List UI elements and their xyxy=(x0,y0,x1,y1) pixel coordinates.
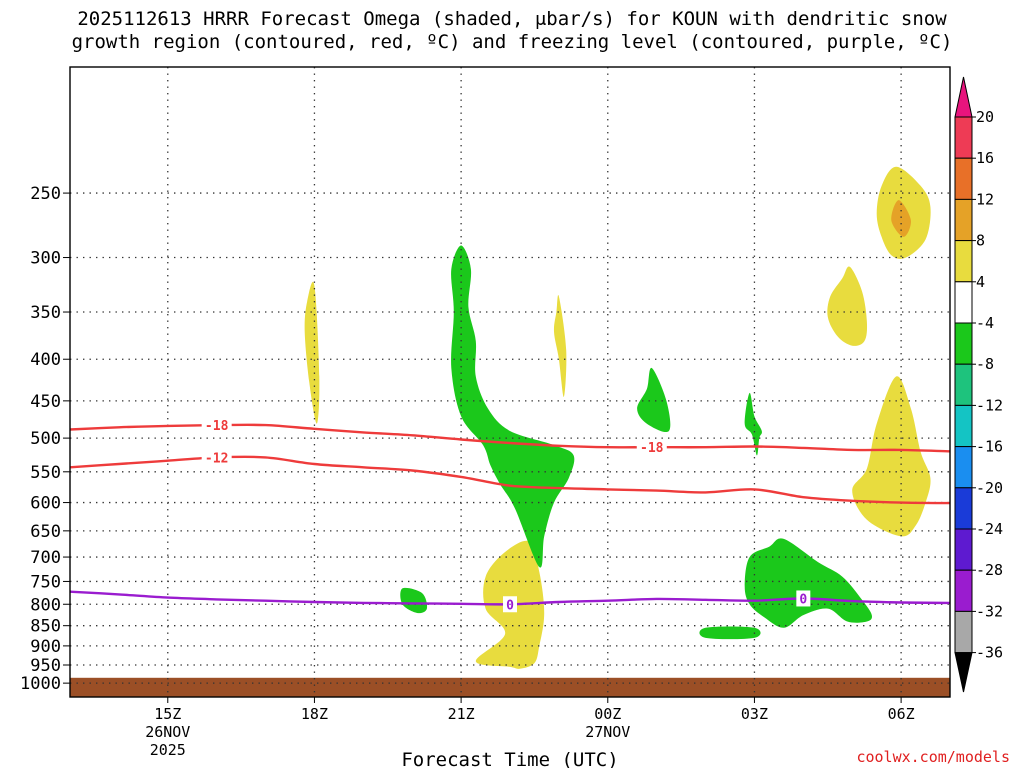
colorbar-label-5: -4 xyxy=(976,314,994,332)
omega-region-0 xyxy=(304,281,320,424)
contour-label-bg xyxy=(636,439,667,456)
colorbar-label-11: -28 xyxy=(976,561,1003,579)
x-tick-label-21Z: 21Z xyxy=(448,705,475,723)
colorbar-segment-5 xyxy=(954,322,973,365)
colorbar-segment-4 xyxy=(954,281,973,324)
y-tick-label-500: 500 xyxy=(30,429,61,449)
colorbar-label-0: 20 xyxy=(976,108,994,126)
x-axis-label: Forecast Time (UTC) xyxy=(401,749,618,768)
x-tick-label-00Z: 00Z xyxy=(594,705,621,723)
colorbar-segment-9 xyxy=(954,487,973,530)
omega-region-11 xyxy=(744,538,872,628)
omega-region-9 xyxy=(744,392,762,456)
credit-text: coolwx.com/models xyxy=(856,748,1010,766)
y-tick-label-950: 950 xyxy=(30,656,61,676)
colorbar-segment-8 xyxy=(954,446,973,489)
y-tick-label-900: 900 xyxy=(30,637,61,657)
colorbar-segment-10 xyxy=(954,528,973,571)
colorbar-label-8: -16 xyxy=(976,438,1003,456)
colorbar-label-1: 16 xyxy=(976,149,994,167)
y-tick-label-650: 650 xyxy=(30,522,61,542)
x-tick-label-15Z: 15Z xyxy=(154,705,181,723)
x-date-label: 27NOV xyxy=(585,723,630,741)
colorbar-label-3: 8 xyxy=(976,232,985,250)
x-date-label: 26NOV xyxy=(145,723,190,741)
x-year-label: 2025 xyxy=(150,741,186,759)
plot-frame xyxy=(69,66,951,698)
colorbar-label-6: -8 xyxy=(976,355,994,373)
contour-label-0-1: -18 xyxy=(640,441,664,456)
colorbar-label-12: -32 xyxy=(976,602,1003,620)
y-tick-label-400: 400 xyxy=(30,350,61,370)
colorbar-label-4: 4 xyxy=(976,273,985,291)
y-tick-label-750: 750 xyxy=(30,572,61,592)
colorbar-segment-11 xyxy=(954,569,973,612)
colorbar-label-7: -12 xyxy=(976,396,1003,414)
omega-region-2 xyxy=(553,295,567,397)
omega-region-5 xyxy=(827,266,868,346)
colorbar-segment-0 xyxy=(954,116,973,159)
omega-region-7 xyxy=(451,245,575,568)
omega-region-6 xyxy=(891,200,911,237)
y-tick-label-600: 600 xyxy=(30,494,61,514)
y-tick-label-1000: 1000 xyxy=(20,674,61,694)
colorbar-label-13: -36 xyxy=(976,644,1003,662)
chart-title-line-2: growth region (contoured, red, ºC) and f… xyxy=(71,31,953,53)
y-tick-label-550: 550 xyxy=(30,463,61,483)
x-tick-label-03Z: 03Z xyxy=(741,705,768,723)
y-tick-label-300: 300 xyxy=(30,249,61,269)
omega-region-10 xyxy=(400,587,428,614)
omega-region-8 xyxy=(637,367,671,433)
colorbar-label-10: -24 xyxy=(976,520,1003,538)
ground-fill xyxy=(70,677,950,697)
contour-label-1-0: -12 xyxy=(205,451,228,466)
colorbar-segment-1 xyxy=(954,157,973,200)
y-tick-label-700: 700 xyxy=(30,548,61,568)
colorbar-segment-3 xyxy=(954,240,973,283)
contour-label-bg xyxy=(503,596,517,613)
colorbar-segment-12 xyxy=(954,610,973,654)
contour-label-bg xyxy=(796,590,811,607)
colorbar-bottom-triangle xyxy=(954,652,973,693)
contour-label-0-0: -18 xyxy=(205,419,229,434)
colorbar-top-triangle xyxy=(954,76,973,118)
contour-label-2-0: 0 xyxy=(506,598,514,613)
colorbar-segment-6 xyxy=(954,363,973,406)
colorbar-label-2: 12 xyxy=(976,190,994,208)
colorbar-label-9: -20 xyxy=(976,479,1003,497)
chart-title-line-1: 2025112613 HRRR Forecast Omega (shaded, … xyxy=(77,8,947,30)
x-tick-label-06Z: 06Z xyxy=(888,705,915,723)
y-tick-label-450: 450 xyxy=(30,392,61,412)
omega-region-3 xyxy=(852,376,931,537)
y-tick-label-250: 250 xyxy=(30,184,61,204)
colorbar-segment-2 xyxy=(954,198,973,242)
y-tick-label-850: 850 xyxy=(30,617,61,637)
y-tick-label-350: 350 xyxy=(30,303,61,323)
contour-label-2-1: 0 xyxy=(799,592,807,607)
y-tick-label-800: 800 xyxy=(30,595,61,615)
contour-label-bg xyxy=(201,417,232,434)
contour-label-bg xyxy=(201,449,232,466)
x-tick-label-18Z: 18Z xyxy=(301,705,328,723)
colorbar-segment-7 xyxy=(954,404,973,448)
omega-region-12 xyxy=(699,626,761,640)
